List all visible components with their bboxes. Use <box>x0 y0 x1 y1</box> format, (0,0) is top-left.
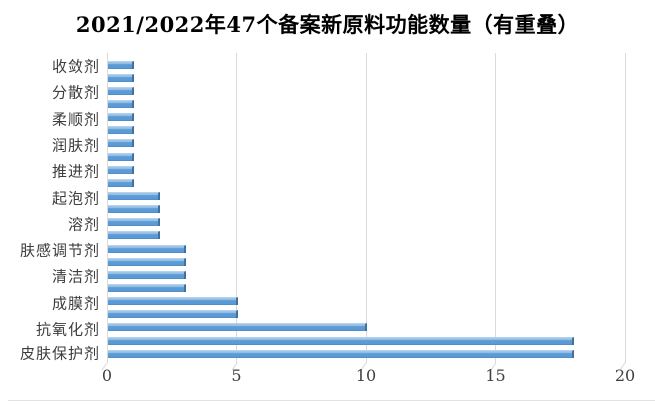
bar <box>108 86 134 95</box>
bar <box>108 231 160 240</box>
y-axis-label: 清洁剂 <box>51 267 100 286</box>
bar <box>108 297 238 306</box>
bar <box>108 60 134 69</box>
bar <box>108 218 160 227</box>
category-row: 皮肤保护剂 <box>0 344 655 363</box>
category-row: 推进剂 <box>0 163 655 189</box>
category-row: 清洁剂 <box>0 268 655 294</box>
gridline <box>236 53 237 363</box>
bar <box>108 191 160 200</box>
bar <box>108 323 367 332</box>
category-row: 成膜剂 <box>0 295 655 321</box>
bar <box>108 165 134 174</box>
category-row: 溶剂 <box>0 216 655 242</box>
bar <box>108 100 134 108</box>
plot-area <box>101 53 626 371</box>
y-axis-label: 收敛剂 <box>51 57 100 76</box>
bar <box>108 205 160 214</box>
y-axis-label: 皮肤保护剂 <box>19 344 100 363</box>
category-row: 抗氧化剂 <box>0 321 655 347</box>
bar <box>108 152 134 161</box>
category-row: 起泡剂 <box>0 189 655 215</box>
bar <box>108 349 575 358</box>
x-axis-tick-label: 5 <box>231 366 242 385</box>
y-axis-label: 溶剂 <box>67 215 100 234</box>
x-axis-tick-label: 15 <box>485 366 506 385</box>
bar <box>108 113 134 122</box>
category-row: 柔顺剂 <box>0 111 655 137</box>
category-row: 收敛剂 <box>0 58 655 84</box>
y-axis-label: 润肤剂 <box>51 136 100 155</box>
bar <box>108 336 575 345</box>
y-axis-label: 成膜剂 <box>51 294 100 313</box>
bar <box>108 244 186 253</box>
y-axis-label: 柔顺剂 <box>51 110 100 129</box>
bar <box>108 310 238 319</box>
gridline <box>495 53 496 363</box>
y-axis-label: 肤感调节剂 <box>19 241 100 260</box>
gridline <box>106 53 108 363</box>
bar <box>108 139 134 148</box>
category-row: 肤感调节剂 <box>0 242 655 268</box>
y-axis-label: 抗氧化剂 <box>35 320 100 339</box>
y-axis-label: 分散剂 <box>51 83 100 102</box>
gridline <box>365 53 367 363</box>
y-axis-label: 起泡剂 <box>51 189 100 208</box>
gridline <box>624 53 626 363</box>
chart-bottom-border <box>8 400 655 401</box>
x-axis: 0 5 10 15 20 <box>102 366 635 388</box>
x-axis-tick-label: 0 <box>101 366 113 385</box>
bar <box>108 178 134 187</box>
bar <box>108 73 134 82</box>
x-axis-tick-label: 10 <box>355 366 377 385</box>
category-row: 润肤剂 <box>0 137 655 163</box>
x-axis-tick-label: 20 <box>614 366 636 385</box>
bar <box>108 283 186 292</box>
category-row: 分散剂 <box>0 84 655 110</box>
bar <box>108 270 186 279</box>
bar <box>108 257 186 266</box>
y-axis-label: 推进剂 <box>51 162 100 181</box>
bar <box>108 126 134 135</box>
chart-title: 2021/2022年47个备案新原料功能数量（有重叠） <box>75 12 580 37</box>
